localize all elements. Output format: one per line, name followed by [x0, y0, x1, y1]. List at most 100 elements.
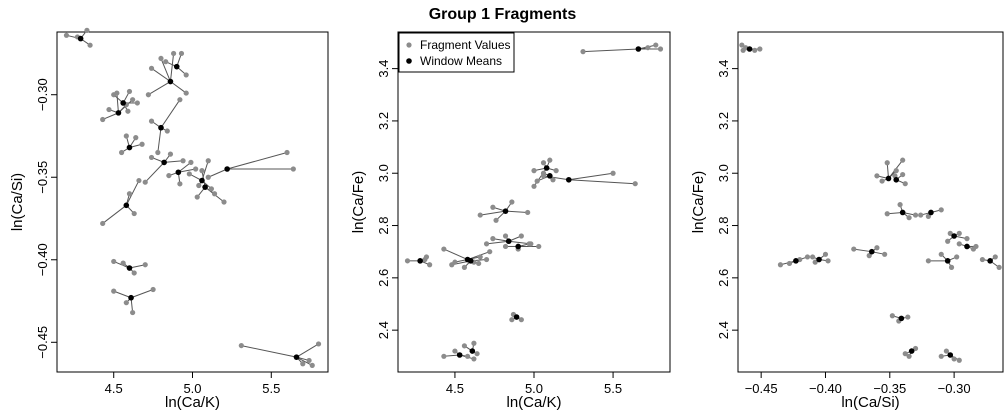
- fragment-point: [956, 230, 962, 236]
- link-segment: [480, 210, 506, 216]
- y-tick-label: 3.4: [376, 60, 391, 78]
- fragment-point: [632, 181, 638, 187]
- y-tick-label: 3.0: [376, 164, 391, 182]
- fragment-point: [63, 32, 70, 38]
- link-segment: [160, 58, 171, 82]
- fragment-point: [158, 55, 164, 62]
- window-mean-point: [173, 63, 180, 70]
- y-tick-label: 3.4: [716, 60, 731, 78]
- fragment-point: [550, 177, 556, 183]
- fragment-point: [882, 251, 888, 257]
- fragment-point: [954, 254, 960, 260]
- window-mean-point: [893, 176, 900, 183]
- fragment-point: [992, 254, 998, 260]
- window-mean-point: [908, 348, 915, 354]
- link-segment: [116, 93, 119, 113]
- window-mean-point: [793, 258, 799, 264]
- link-segment: [505, 210, 528, 213]
- fragment-point: [427, 262, 433, 268]
- fragment-point: [825, 258, 831, 264]
- fragment-point: [441, 246, 447, 252]
- fragment-point: [540, 160, 547, 166]
- window-mean-point: [199, 177, 205, 184]
- fragment-point: [777, 262, 784, 268]
- fragment-point: [948, 264, 955, 270]
- fragment-point: [183, 72, 189, 78]
- fragment-point: [178, 50, 185, 57]
- fragment-point: [118, 149, 125, 156]
- fragment-point: [477, 254, 483, 260]
- plot-frame: [56, 31, 329, 373]
- fragment-point: [509, 317, 515, 323]
- fragment-point: [136, 177, 142, 184]
- y-tick-label: −0.40: [35, 243, 50, 276]
- fragment-point: [645, 45, 651, 51]
- fragment-point: [918, 212, 924, 218]
- fragment-point: [525, 209, 531, 216]
- fragment-point: [167, 151, 174, 157]
- link-segment: [130, 289, 154, 299]
- link-segment: [486, 240, 509, 245]
- link-segment: [164, 160, 184, 163]
- fragment-point: [100, 220, 106, 227]
- link-segment: [160, 99, 181, 129]
- fragment-point: [315, 341, 322, 347]
- fragment-point: [404, 258, 411, 264]
- fragment-point: [148, 65, 155, 71]
- fragment-point: [547, 157, 553, 163]
- window-mean-point: [543, 165, 550, 171]
- window-mean-point: [224, 166, 230, 172]
- x-tick-label: −0.45: [745, 381, 778, 396]
- fragment-point: [123, 133, 129, 139]
- fragment-point: [912, 212, 919, 218]
- y-tick-label: 2.8: [716, 216, 731, 234]
- legend-mean-marker: [406, 58, 412, 64]
- window-mean-point: [202, 184, 208, 190]
- link-segment: [144, 162, 165, 183]
- fragment-point: [131, 210, 137, 217]
- fragment-point: [490, 204, 496, 210]
- fragment-point: [183, 90, 189, 96]
- fragment-point: [111, 92, 117, 98]
- fragment-point: [461, 264, 468, 270]
- fragment-point: [900, 171, 906, 178]
- x-tick-label: 5.0: [525, 381, 543, 396]
- fragment-point: [483, 256, 490, 263]
- fragment-point: [502, 243, 509, 250]
- fragment-point: [106, 106, 112, 113]
- window-mean-point: [161, 159, 167, 166]
- link-segment: [157, 127, 162, 153]
- fragment-point: [912, 345, 919, 352]
- y-tick-label: 2.6: [716, 269, 731, 287]
- fragment-point: [804, 254, 811, 260]
- fragment-point: [221, 199, 227, 205]
- window-mean-point: [120, 100, 126, 106]
- fragment-point: [502, 233, 509, 239]
- fragment-point: [490, 236, 496, 242]
- fragment-point: [150, 286, 156, 293]
- fragment-point: [889, 313, 895, 319]
- y-tick-label: 3.0: [716, 164, 731, 182]
- fragment-point: [951, 356, 957, 362]
- fragment-point: [194, 194, 200, 200]
- fragment-point: [866, 253, 872, 259]
- fragment-point: [884, 211, 890, 217]
- window-mean-point: [868, 248, 875, 255]
- fragment-point: [518, 317, 524, 323]
- fragment-point: [130, 97, 136, 103]
- link-segment: [178, 168, 196, 173]
- fragment-point: [812, 259, 818, 265]
- fragment-point: [148, 118, 155, 124]
- link-segment: [148, 81, 171, 96]
- window-mean-point: [951, 233, 957, 239]
- window-mean-point: [158, 124, 164, 131]
- window-mean-point: [175, 169, 182, 176]
- fragment-point: [810, 254, 816, 260]
- fragment-point: [947, 230, 953, 236]
- y-tick-label: 2.4: [716, 321, 731, 339]
- fragment-point: [111, 258, 117, 265]
- x-tick-label: 5.5: [262, 381, 280, 396]
- fragment-point: [306, 357, 312, 364]
- fragment-point: [180, 158, 186, 164]
- fragment-point: [786, 260, 793, 267]
